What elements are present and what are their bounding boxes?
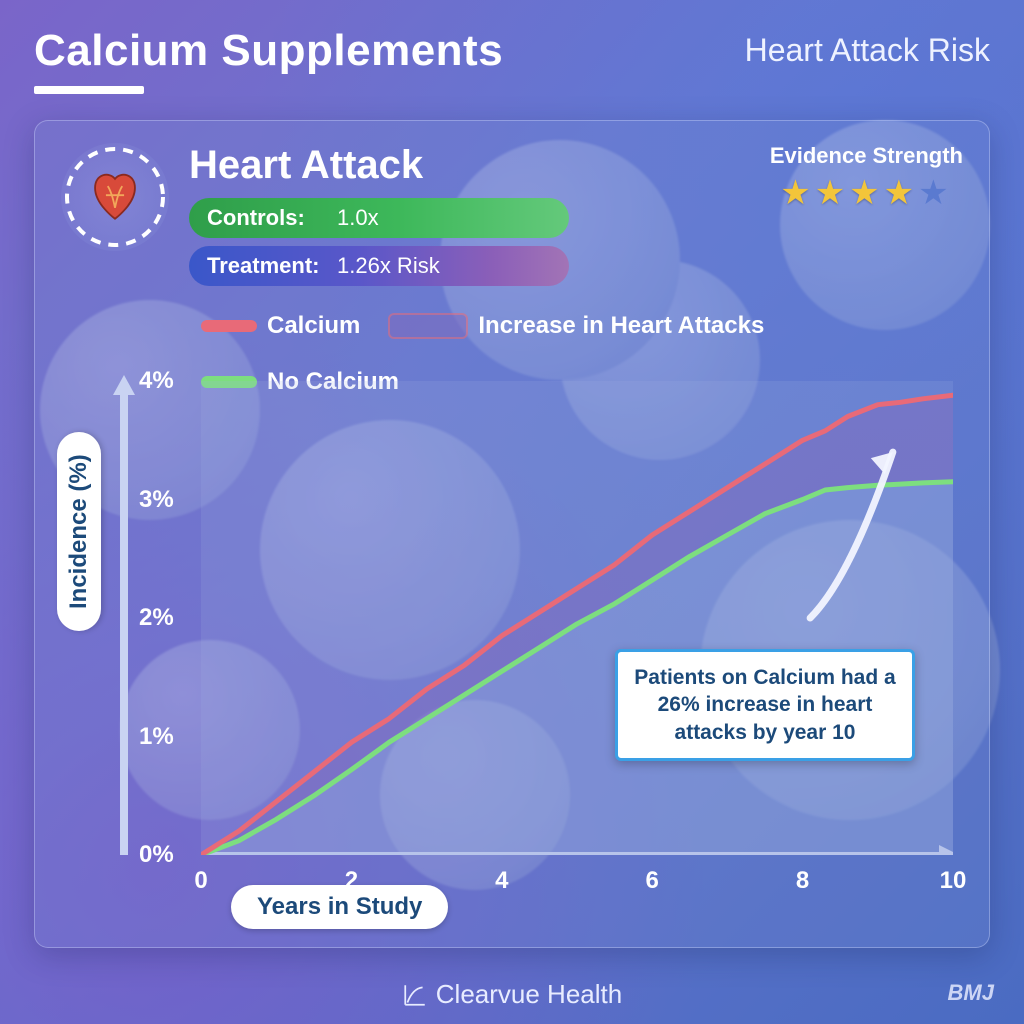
- brand-name: Clearvue Health: [436, 979, 622, 1010]
- infographic-stage: Calcium Supplements Heart Attack Risk He…: [0, 0, 1024, 1024]
- controls-pill: Controls: 1.0x: [189, 198, 569, 238]
- card-head-text: Heart Attack Controls: 1.0x Treatment: 1…: [189, 143, 750, 294]
- page-subtitle: Heart Attack Risk: [745, 32, 990, 69]
- evidence-label: Evidence Strength: [770, 143, 963, 169]
- heart-icon: [61, 143, 169, 251]
- legend-calcium: Calcium: [201, 312, 360, 340]
- treatment-pill: Treatment: 1.26x Risk: [189, 246, 569, 286]
- plot-svg: [201, 381, 953, 855]
- y-axis-label: Incidence (%): [57, 432, 101, 631]
- main-card: Heart Attack Controls: 1.0x Treatment: 1…: [34, 120, 990, 948]
- x-axis-label: Years in Study: [231, 885, 448, 929]
- callout-text: Patients on Calcium had a 26% increase i…: [634, 666, 895, 744]
- card-header: Heart Attack Controls: 1.0x Treatment: 1…: [61, 143, 963, 294]
- treatment-value: 1.26x Risk: [337, 253, 440, 279]
- title-block: Calcium Supplements: [34, 26, 503, 94]
- chart-area: Incidence (%) Years in Study Patients on…: [61, 371, 963, 927]
- title-underline: [34, 86, 144, 94]
- controls-value: 1.0x: [337, 205, 379, 231]
- footer: Clearvue Health: [0, 979, 1024, 1010]
- evidence-stars: ★★★★★: [770, 173, 963, 213]
- header: Calcium Supplements Heart Attack Risk: [34, 26, 990, 94]
- controls-label: Controls:: [207, 205, 337, 231]
- legend-label-area: Increase in Heart Attacks: [478, 312, 764, 340]
- legend-swatch-area: [388, 313, 468, 339]
- treatment-label: Treatment:: [207, 253, 337, 279]
- evidence-block: Evidence Strength ★★★★★: [770, 143, 963, 294]
- source-label: BMJ: [948, 980, 994, 1006]
- callout-box: Patients on Calcium had a 26% increase i…: [615, 649, 915, 761]
- page-title: Calcium Supplements: [34, 26, 503, 76]
- card-title: Heart Attack: [189, 143, 750, 188]
- plot: Patients on Calcium had a 26% increase i…: [201, 381, 953, 855]
- legend-swatch-calcium: [201, 320, 257, 332]
- legend-area: Increase in Heart Attacks: [388, 312, 764, 340]
- legend-label-calcium: Calcium: [267, 312, 360, 340]
- brand-logo-icon: [402, 982, 428, 1008]
